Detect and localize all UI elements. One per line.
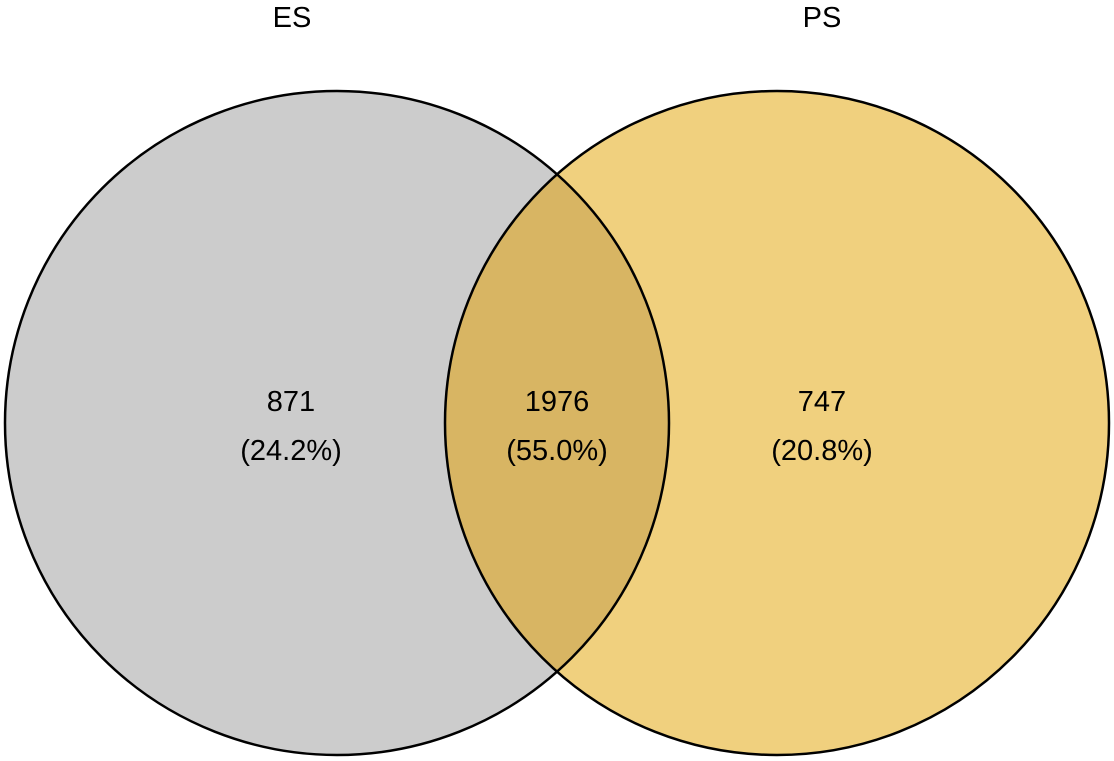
set-label-ps: PS	[803, 2, 842, 34]
intersection-region	[445, 91, 669, 755]
intersection-percent: (55.0%)	[506, 435, 608, 467]
set-outline-es	[3, 89, 671, 757]
set-label-es: ES	[273, 2, 312, 34]
intersection-count: 1976	[525, 386, 590, 418]
left-only-count: 871	[267, 386, 315, 418]
right-only-percent: (20.8%)	[771, 435, 873, 467]
right-only-count: 747	[798, 386, 846, 418]
left-only-percent: (24.2%)	[240, 435, 342, 467]
set-outline-ps	[443, 89, 1111, 757]
